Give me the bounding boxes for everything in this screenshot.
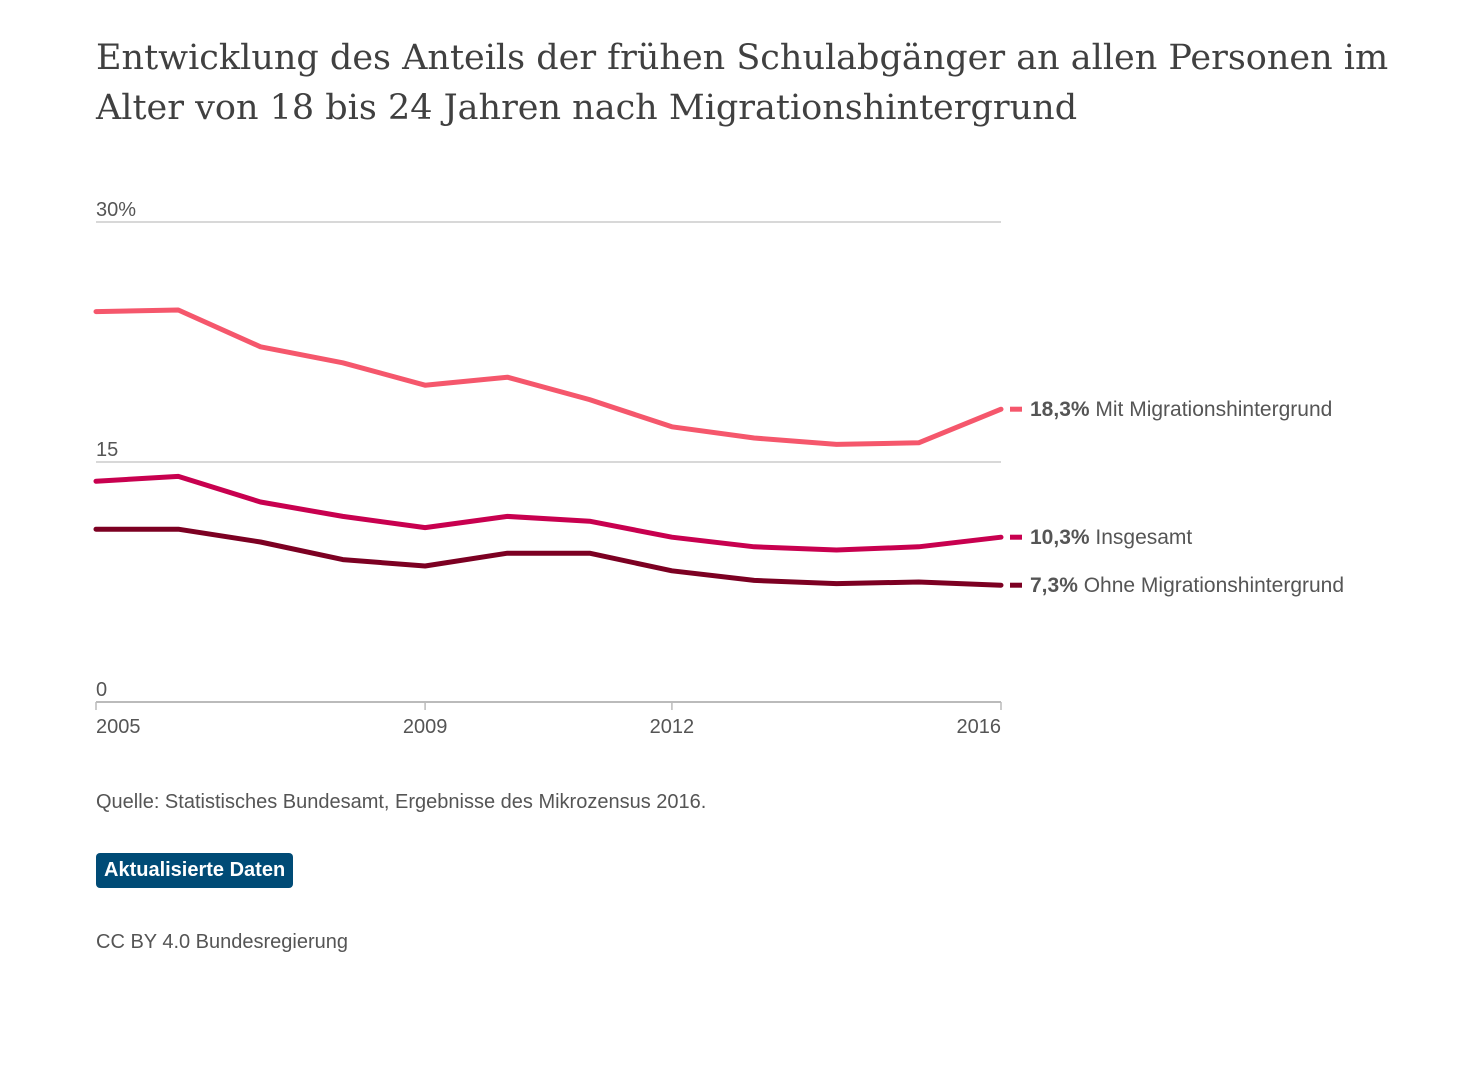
series-name-label: Insgesamt [1090,526,1193,549]
x-axis-ticks: 2005 2009 2012 2016 [95,702,1002,738]
y-axis-ticks: 0 15 30% [96,199,136,701]
x-tick-label: 2012 [650,716,695,738]
series-line [93,526,1004,588]
line-chart: 0 15 30% 2005 2009 2012 2016 18,3% Mit Migrat… [93,199,1344,738]
y-tick-label: 15 [96,439,118,461]
series-line [93,473,1004,553]
series-name-label: Ohne Migrationshintergrund [1078,574,1344,597]
grid-lines [96,221,1001,703]
y-tick-label: 30% [96,199,136,221]
series-value-label: 18,3% [1030,398,1090,421]
series-end-label: 7,3% Ohne Migrationshintergrund [1030,574,1344,597]
series-lines [93,307,1004,588]
updated-data-button[interactable]: Aktualisierte Daten [96,853,294,888]
y-tick-label: 0 [96,679,107,701]
series-labels: 18,3% Mit Migrationshintergrund 10,3% Ins… [1010,398,1344,597]
x-tick-label: 2005 [96,716,141,738]
license-note: CC BY 4.0 Bundesregierung [96,931,349,953]
series-name-label: Mit Migrationshintergrund [1090,398,1333,421]
chart-title: Entwicklung des Anteils der frühen Schul… [96,38,1389,128]
series-value-label: 7,3% [1030,574,1078,597]
series-end-label: 18,3% Mit Migrationshintergrund [1030,398,1332,421]
x-tick-label: 2016 [957,716,1002,738]
series-value-label: 10,3% [1030,526,1090,549]
series-end-label: 10,3% Insgesamt [1030,526,1192,549]
source-note: Quelle: Statistisches Bundesamt, Ergebni… [96,791,707,813]
series-line [93,307,1004,447]
x-tick-label: 2009 [403,716,448,738]
